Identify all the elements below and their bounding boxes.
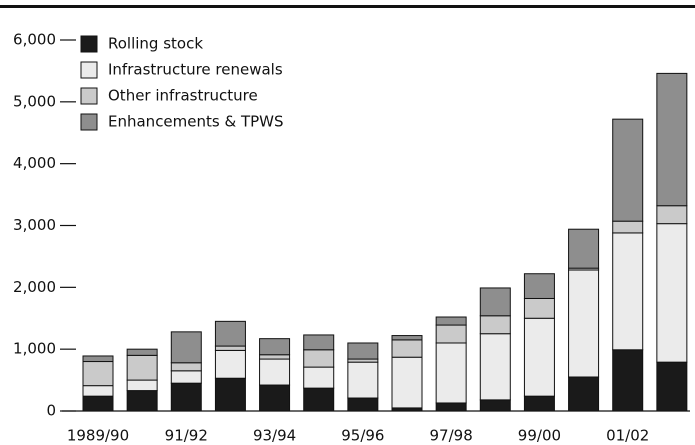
bar-segment	[126, 348, 158, 356]
legend-swatch	[80, 35, 98, 53]
bar-segment	[126, 354, 158, 381]
bar-segment	[656, 361, 688, 412]
bar-segment	[214, 349, 246, 379]
legend-label: Infrastructure renewals	[108, 61, 283, 79]
y-tick-label: 6,000	[13, 31, 56, 49]
bar-segment	[82, 355, 114, 363]
bar-segment	[612, 118, 644, 222]
bar-segment	[303, 334, 335, 351]
bar-segment	[303, 349, 335, 368]
bar-segment	[479, 399, 511, 412]
bar-segment	[391, 335, 423, 341]
bar-segment	[435, 316, 467, 326]
bar-segment	[479, 333, 511, 401]
bar-segment	[656, 72, 688, 207]
bar-segment	[347, 397, 379, 412]
bar-segment	[523, 395, 555, 412]
bar-segment	[391, 339, 423, 358]
bar-segment	[170, 382, 202, 412]
y-tick-label: 2,000	[13, 278, 56, 296]
x-tick-label: 95/96	[341, 427, 384, 445]
bar-segment	[82, 361, 114, 387]
legend-swatch	[80, 87, 98, 105]
x-tick-label: 01/02	[606, 427, 649, 445]
bar-segment	[391, 356, 423, 409]
legend-label: Other infrastructure	[108, 87, 258, 105]
y-tick-label: 0	[46, 402, 56, 420]
bar-segment	[126, 390, 158, 412]
bar-segment	[214, 345, 246, 351]
bar-segment	[568, 269, 600, 378]
legend-swatch	[80, 113, 98, 131]
bar-segment	[347, 342, 379, 360]
x-tick-label: 91/92	[165, 427, 208, 445]
bar-segment	[259, 338, 291, 356]
bar-segment	[170, 362, 202, 372]
bar-segment	[612, 349, 644, 412]
bar-segment	[523, 317, 555, 397]
bar-segment	[303, 366, 335, 389]
bar-segment	[612, 232, 644, 351]
x-tick-label: 99/00	[518, 427, 561, 445]
y-tick-label: 3,000	[13, 216, 56, 234]
bar-segment	[656, 223, 688, 363]
bar-segment	[479, 315, 511, 335]
bar-segment	[568, 376, 600, 412]
bar-segment	[523, 273, 555, 299]
x-tick-label: 1989/90	[67, 427, 129, 445]
bar-segment	[435, 324, 467, 344]
bar-segment	[170, 370, 202, 384]
bar-segment	[479, 287, 511, 317]
legend-swatch	[80, 61, 98, 79]
bar-segment	[259, 358, 291, 386]
y-tick-label: 5,000	[13, 92, 56, 110]
bar-segment	[259, 354, 291, 360]
bar-segment	[656, 205, 688, 225]
top-rule	[0, 5, 695, 8]
bar-segment	[435, 342, 467, 404]
bar-segment	[347, 361, 379, 399]
legend-label: Rolling stock	[108, 35, 203, 53]
bar-segment	[82, 395, 114, 412]
bar-segment	[612, 220, 644, 234]
x-tick-label: 97/98	[430, 427, 473, 445]
bar-segment	[126, 379, 158, 392]
y-tick-label: 4,000	[13, 154, 56, 172]
bar-segment	[214, 377, 246, 412]
bar-segment	[82, 385, 114, 397]
bar-segment	[303, 387, 335, 412]
bar-segment	[214, 320, 246, 347]
bar-segment	[170, 331, 202, 364]
legend-label: Enhancements & TPWS	[108, 113, 284, 131]
bar-segment	[523, 297, 555, 319]
x-tick-label: 93/94	[253, 427, 296, 445]
bar-segment	[568, 228, 600, 269]
y-tick-label: 1,000	[13, 340, 56, 358]
bar-segment	[435, 402, 467, 412]
bar-segment	[259, 384, 291, 412]
